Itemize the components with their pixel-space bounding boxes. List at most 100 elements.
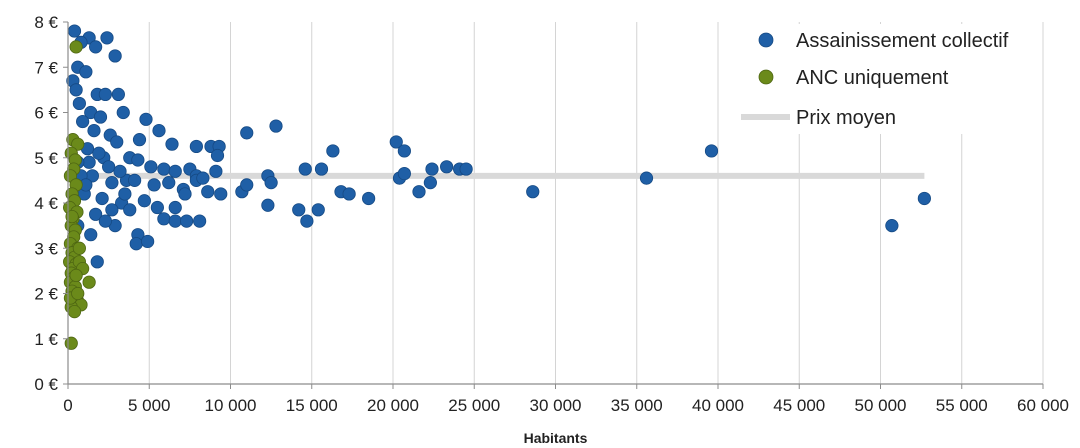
collective-point <box>108 49 122 63</box>
x-tick-label: 35 000 <box>611 396 663 415</box>
collective-point <box>113 164 127 178</box>
collective-point <box>152 124 166 138</box>
y-tick-label: 7 € <box>34 58 58 77</box>
collective-point <box>292 203 306 217</box>
collective-point <box>123 203 137 217</box>
y-tick-label: 3 € <box>34 239 58 258</box>
anc-point <box>65 209 79 224</box>
x-tick-label: 55 000 <box>936 396 988 415</box>
collective-point <box>210 148 225 163</box>
collective-point <box>129 237 143 251</box>
collective-point <box>89 207 103 221</box>
x-tick-label: 30 000 <box>530 396 582 415</box>
collective-point <box>162 176 176 190</box>
collective-point <box>98 87 112 102</box>
legend-mean-label: Prix moyen <box>796 107 896 129</box>
collective-point <box>196 171 210 185</box>
collective-point <box>116 105 130 120</box>
collective-point <box>526 185 540 199</box>
collective-point <box>141 234 155 249</box>
collective-point <box>144 160 158 174</box>
y-tick-label: 6 € <box>34 104 58 123</box>
y-tick-label: 5 € <box>34 149 58 168</box>
collective-point <box>157 162 171 176</box>
collective-point <box>89 40 103 54</box>
collective-point <box>102 160 116 174</box>
x-tick-label: 10 000 <box>205 396 257 415</box>
collective-point <box>261 198 275 212</box>
collective-point <box>214 187 228 201</box>
collective-point <box>885 219 899 233</box>
collective-point <box>193 214 207 228</box>
collective-point <box>917 191 931 206</box>
collective-point <box>425 162 439 176</box>
collective-point <box>95 191 109 206</box>
collective-point <box>82 155 96 169</box>
y-tick-label: 2 € <box>34 285 58 304</box>
x-tick-label: 45 000 <box>773 396 825 415</box>
collective-point <box>150 200 164 215</box>
legend-collective-label: Assainissement collectif <box>796 30 1009 52</box>
collective-point <box>440 160 454 174</box>
y-tick-label: 1 € <box>34 330 58 349</box>
collective-point <box>459 162 473 176</box>
collective-point <box>311 203 325 217</box>
collective-point <box>168 200 182 215</box>
x-axis-title: Habitants <box>524 430 588 446</box>
collective-point <box>168 214 182 228</box>
axes <box>63 21 1044 389</box>
collective-point <box>209 164 223 178</box>
collective-point <box>72 96 86 111</box>
collective-point <box>300 214 314 228</box>
collective-point <box>105 176 119 190</box>
collective-point <box>240 178 254 192</box>
y-tick-label: 0 € <box>34 375 58 394</box>
collective-point <box>157 212 171 226</box>
x-tick-label: 25 000 <box>448 396 500 415</box>
collective-point <box>264 176 278 190</box>
collective-point <box>69 83 83 97</box>
collective-point <box>139 112 153 126</box>
collective-point <box>93 110 108 124</box>
collective-point <box>84 228 98 242</box>
collective-point <box>110 135 124 149</box>
collective-point <box>132 133 147 147</box>
anc-point <box>82 275 96 289</box>
points-layer <box>63 24 931 350</box>
anc-point <box>72 241 86 255</box>
legend-collective-marker <box>758 32 774 48</box>
collective-point <box>128 173 142 187</box>
collective-point <box>100 31 114 45</box>
collective-point <box>92 146 106 160</box>
collective-point <box>79 65 93 79</box>
tick-labels: 0 € 1 € 2 € 3 € 4 € 5 € 6 € 7 € 8 € 0 5 000 10 000 1… <box>34 13 1069 415</box>
collective-point <box>168 164 182 178</box>
collective-point <box>362 191 376 206</box>
x-tick-label: 60 000 <box>1017 396 1069 415</box>
collective-point <box>342 187 356 201</box>
legend: Assainissement collectif ANC uniquement Pr… <box>722 24 1042 134</box>
y-tick-label: 8 € <box>34 13 58 32</box>
legend-anc-label: ANC uniquement <box>796 67 949 89</box>
collective-point <box>189 139 203 154</box>
x-tick-label: 5 000 <box>128 396 171 415</box>
collective-point <box>105 203 119 217</box>
collective-point <box>389 135 403 149</box>
collective-point <box>397 166 411 181</box>
legend-anc-marker <box>758 69 774 85</box>
anc-point <box>71 137 85 151</box>
collective-point <box>180 214 194 228</box>
x-tick-label: 15 000 <box>286 396 338 415</box>
anc-point <box>69 40 83 54</box>
collective-point <box>87 124 101 138</box>
anc-point <box>71 286 85 301</box>
x-tick-label: 20 000 <box>367 396 419 415</box>
collective-point <box>201 185 215 199</box>
collective-point <box>423 176 437 190</box>
x-tick-label: 0 <box>63 396 72 415</box>
collective-point <box>118 187 132 201</box>
collective-point <box>90 255 104 269</box>
collective-point <box>111 87 125 102</box>
anc-point <box>69 268 83 282</box>
